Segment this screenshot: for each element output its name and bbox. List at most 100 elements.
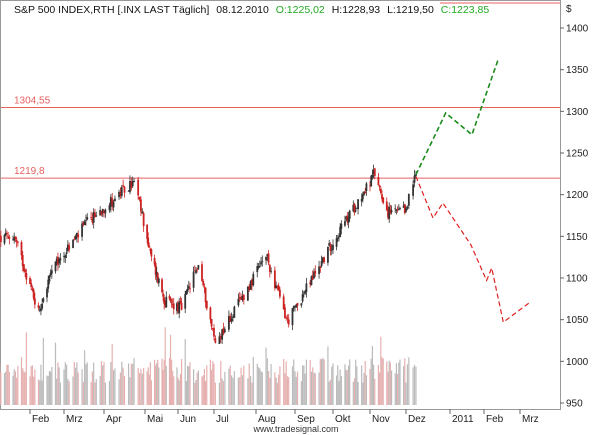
candle-body xyxy=(310,276,313,285)
bearish-scenario-path xyxy=(415,176,530,324)
candle-body xyxy=(335,238,338,247)
candle-body xyxy=(319,266,322,268)
candle-body xyxy=(108,205,111,211)
candle-body xyxy=(14,236,17,239)
volume-bar xyxy=(327,346,329,405)
candle-body xyxy=(330,249,333,251)
volume-bar xyxy=(397,374,399,405)
candle-body xyxy=(389,209,392,213)
x-tick-label: Jul xyxy=(216,414,229,425)
volume-bar xyxy=(241,375,244,405)
volume-bar xyxy=(148,374,150,405)
y-tick-label: 1250 xyxy=(566,149,589,160)
volume-bar xyxy=(295,376,297,405)
volume-bar xyxy=(355,359,357,405)
volume-bar xyxy=(163,359,165,405)
volume-bar xyxy=(206,365,208,405)
candle-body xyxy=(8,237,11,239)
candle-body xyxy=(379,188,382,193)
volume-bar xyxy=(259,368,261,405)
volume-bar xyxy=(41,380,43,405)
candle-body xyxy=(360,198,363,202)
candle-body xyxy=(155,271,158,277)
candle-body xyxy=(90,217,92,218)
volume-bar xyxy=(178,380,180,405)
level-label: 1304,55 xyxy=(14,96,51,107)
candle-body xyxy=(171,303,174,305)
volume-bar xyxy=(338,380,340,405)
volume-bar xyxy=(403,366,405,405)
candle-body xyxy=(147,237,150,246)
candle-body xyxy=(120,187,123,196)
volume-bar xyxy=(381,357,383,405)
volume-bar xyxy=(309,360,311,405)
candle-body xyxy=(399,208,401,209)
volume-bar xyxy=(305,359,307,405)
volume-bar xyxy=(102,365,104,405)
volume-bar xyxy=(197,370,199,405)
candle-body xyxy=(168,296,171,299)
volume-bar xyxy=(347,365,350,405)
candle-body xyxy=(270,270,272,272)
volume-bar xyxy=(300,381,302,405)
volume-bar xyxy=(371,345,373,405)
candle-body xyxy=(258,266,261,267)
candle-body xyxy=(221,329,224,340)
candle-body xyxy=(142,213,145,227)
candle-body xyxy=(353,203,356,213)
volume-bar xyxy=(189,362,191,405)
candle-body xyxy=(320,261,323,267)
candle-body xyxy=(94,213,96,218)
candle-body xyxy=(20,242,23,256)
candle-body xyxy=(196,268,199,270)
candle-body xyxy=(313,271,315,279)
volume-bar xyxy=(150,380,152,405)
volume-bar xyxy=(24,372,26,405)
volume-bar xyxy=(3,373,6,405)
volume-bar xyxy=(56,378,58,405)
candle-body xyxy=(369,185,371,187)
candle-body xyxy=(37,305,40,308)
volume-bar xyxy=(370,358,372,405)
volume-bar xyxy=(233,371,235,405)
candle-body xyxy=(354,210,357,212)
x-tick-label: Mai xyxy=(147,414,163,425)
volume-bar xyxy=(303,365,305,405)
candle-body xyxy=(47,279,50,289)
volume-bar xyxy=(34,369,36,405)
candle-body xyxy=(103,210,105,214)
candle-body xyxy=(91,218,94,223)
volume-bar xyxy=(201,376,203,405)
candle-body xyxy=(169,297,172,302)
volume-bar xyxy=(265,347,267,405)
candle-body xyxy=(233,306,236,318)
candle-body xyxy=(82,222,85,226)
volume-bar xyxy=(181,358,183,405)
level-lines: 1304,55 1219,8 xyxy=(1,2,560,179)
volume-bar xyxy=(276,382,278,405)
volume-bar xyxy=(23,371,25,405)
volume-bar xyxy=(82,381,84,405)
volume-bar xyxy=(75,367,77,405)
volume-bar xyxy=(86,362,88,405)
chart-header: S&P 500 INDEX,RTH [.INX LAST Täglich] 08… xyxy=(14,4,489,16)
volume-bar xyxy=(39,380,41,405)
volume-bar xyxy=(16,377,18,405)
candle-body xyxy=(64,255,67,258)
candle-body xyxy=(406,206,409,209)
volume-bar xyxy=(188,366,190,405)
candle-body xyxy=(15,239,18,242)
volume-bar xyxy=(213,363,215,405)
candle-body xyxy=(123,186,126,193)
volume-bar xyxy=(155,365,157,405)
candle-body xyxy=(387,209,389,218)
volume-bar xyxy=(275,377,277,405)
candle-body xyxy=(237,298,240,306)
volume-bar xyxy=(288,377,290,405)
candle-body xyxy=(265,256,267,261)
volume-bar xyxy=(365,375,368,405)
volume-bar xyxy=(30,365,32,405)
candle-body xyxy=(162,293,164,297)
candle-body xyxy=(165,296,168,308)
candle-body xyxy=(339,226,342,238)
